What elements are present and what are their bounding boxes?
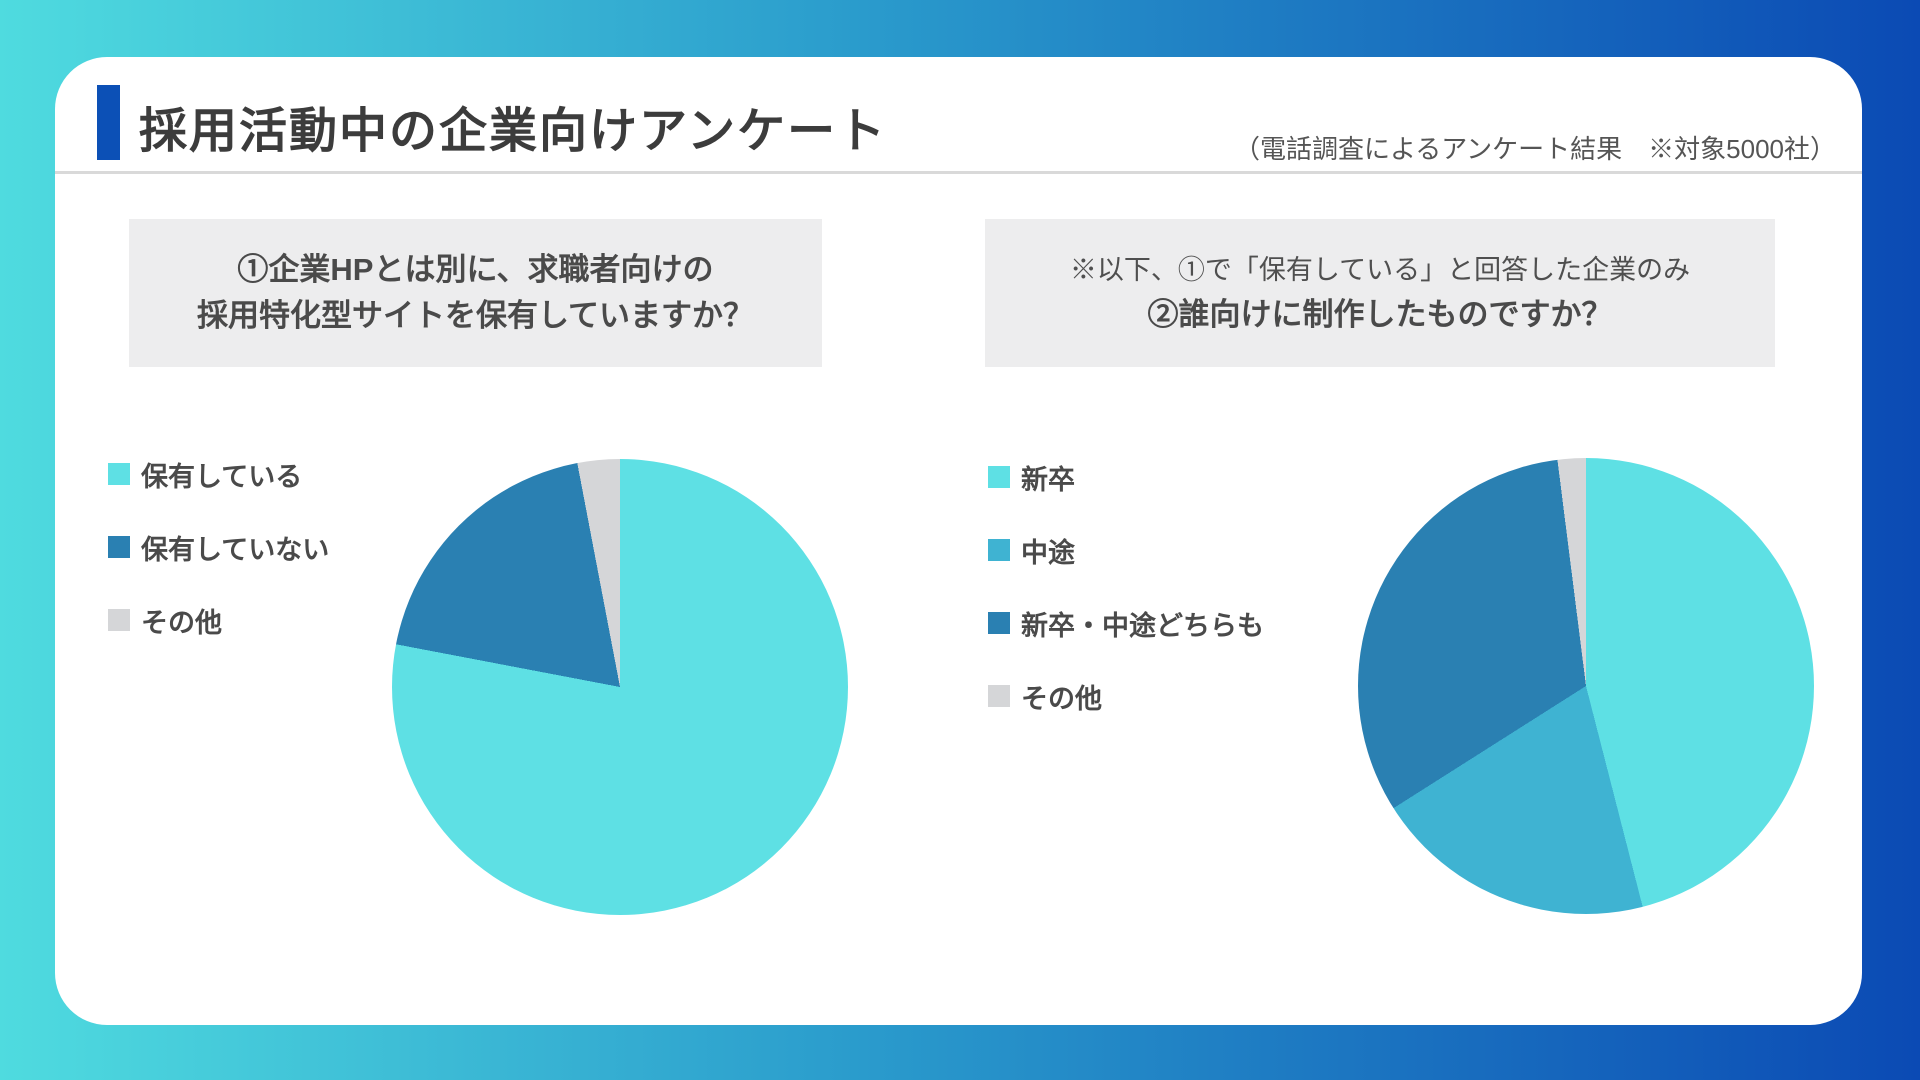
legend-chart-2: 新卒中途新卒・中途どちらも その他 — [988, 462, 1264, 714]
survey-card: 採用活動中の企業向けアンケート （電話調査によるアンケート結果 ※対象5000社… — [55, 57, 1862, 1025]
legend-item: その他 — [108, 605, 329, 638]
title-accent-bar — [97, 85, 120, 160]
page-title: 採用活動中の企業向けアンケート — [139, 105, 888, 158]
legend-swatch — [988, 685, 1010, 707]
legend-swatch — [988, 466, 1010, 488]
legend-swatch — [988, 612, 1010, 634]
legend-item: 中途 — [988, 535, 1264, 568]
legend-label: その他 — [141, 607, 222, 638]
legend-swatch — [108, 536, 130, 558]
question-box-2: ※以下、①で「保有している」と回答した企業のみ ②誰向けに制作したものですか？ — [985, 219, 1775, 367]
pie-chart-1 — [392, 459, 848, 915]
question-2-line-1: ②誰向けに制作したものですか？ — [1147, 297, 1613, 332]
legend-chart-1: 保有している 保有していない その他 — [108, 459, 329, 638]
legend-label: 保有している — [141, 461, 303, 492]
question-1-line-1: ①企業HPとは別に、求職者向けの — [237, 252, 714, 287]
legend-item: その他 — [988, 681, 1264, 714]
header-divider — [55, 171, 1862, 174]
question-1-line-2: 採用特化型サイトを保有していますか？ — [196, 298, 755, 333]
legend-item: 新卒 — [988, 462, 1264, 495]
legend-item: 保有していない — [108, 532, 329, 565]
legend-item: 保有している — [108, 459, 329, 492]
question-box-1: ①企業HPとは別に、求職者向けの 採用特化型サイトを保有していますか？ — [129, 219, 822, 367]
legend-label: 新卒 — [1021, 464, 1075, 495]
survey-method-note: （電話調査によるアンケート結果 ※対象5000社） — [1233, 134, 1836, 164]
legend-item: 新卒・中途どちらも — [988, 608, 1264, 641]
legend-swatch — [108, 463, 130, 485]
question-2-filter-note: ※以下、①で「保有している」と回答した企業のみ — [1069, 255, 1691, 285]
legend-label: その他 — [1021, 683, 1102, 714]
legend-swatch — [988, 539, 1010, 561]
legend-label: 新卒・中途どちらも — [1021, 610, 1264, 641]
pie-chart-2 — [1358, 458, 1814, 914]
legend-swatch — [108, 609, 130, 631]
legend-label: 中途 — [1021, 537, 1075, 568]
legend-label: 保有していない — [141, 534, 330, 565]
